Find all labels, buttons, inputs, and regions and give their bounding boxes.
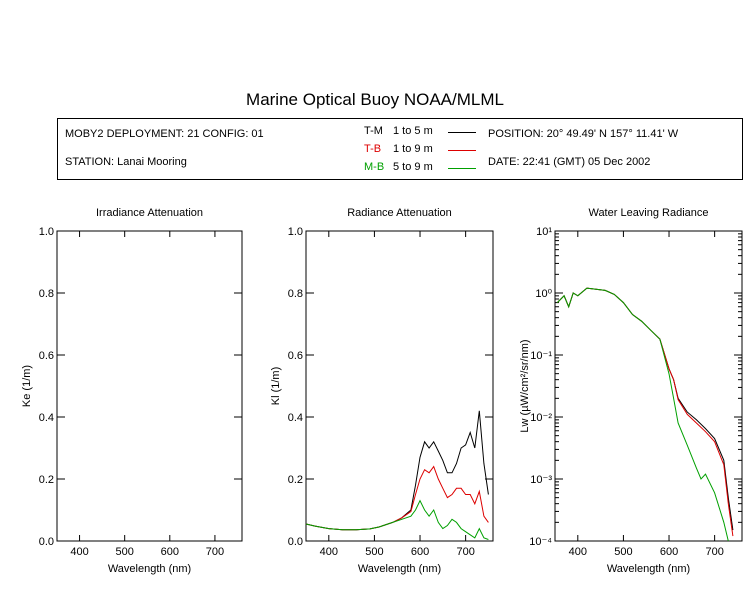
legend-line-tb [448,150,476,151]
y-tick-label-0-3: 0.6 [39,350,54,362]
date-text: DATE: 22:41 (GMT) 05 Dec 2002 [488,156,651,168]
y-tick-label-1-2: 0.4 [288,412,303,424]
legend-label-tb: T-B [364,143,382,155]
y-tick-label-2-4: 10⁻³ [530,474,552,486]
y-axis-label-0: Ke (1/m) [21,365,33,407]
x-axis-label-2: Wavelength (nm) [607,563,690,575]
legend-line-tm [448,132,476,133]
chart-title-1: Radiance Attenuation [347,207,452,219]
y-tick-label-0-0: 0.0 [39,536,54,548]
y-tick-label-0-4: 0.8 [39,288,54,300]
page-title: Marine Optical Buoy NOAA/MLML [246,90,504,109]
x-tick-label-0-1: 500 [116,546,134,558]
x-tick-label-0-0: 400 [70,546,88,558]
y-tick-label-0-5: 1.0 [39,226,54,238]
y-tick-label-1-1: 0.2 [288,474,303,486]
x-tick-label-1-1: 500 [365,546,383,558]
legend-label-tm: T-M [364,125,383,137]
x-axis-label-0: Wavelength (nm) [108,563,191,575]
series-line-1-2 [305,499,489,540]
y-tick-label-1-0: 0.0 [288,536,303,548]
x-tick-label-0-3: 700 [206,546,224,558]
chart-title-0: Irradiance Attenuation [96,207,203,219]
y-axis-label-2: Lw (µW/cm²/sr/nm) [519,339,531,432]
y-axis-label-1: Kl (1/m) [270,367,282,406]
x-tick-label-0-2: 600 [161,546,179,558]
info-box: MOBY2 DEPLOYMENT: 21 CONFIG: 01 STATION:… [57,118,743,180]
y-tick-label-2-0: 10¹ [536,226,552,238]
y-tick-label-2-2: 10⁻¹ [530,350,552,362]
y-tick-label-1-5: 1.0 [288,226,303,238]
legend-range-tb: 1 to 9 m [393,143,433,155]
station-text: STATION: Lanai Mooring [65,156,187,168]
legend-range-mb: 5 to 9 m [393,161,433,173]
x-tick-label-1-0: 400 [320,546,338,558]
x-tick-label-2-2: 600 [660,546,678,558]
y-tick-label-2-5: 10⁻⁴ [529,536,552,548]
chart-title-2: Water Leaving Radiance [588,207,708,219]
series-line-2-2 [556,287,729,542]
x-tick-label-2-1: 500 [614,546,632,558]
y-tick-label-1-4: 0.8 [288,288,303,300]
x-tick-label-1-3: 700 [456,546,474,558]
series-line-1-0 [305,410,489,531]
legend-line-mb [448,168,476,169]
legend-label-mb: M-B [364,161,385,173]
x-axis-label-1: Wavelength (nm) [358,563,441,575]
y-tick-label-0-1: 0.2 [39,474,54,486]
y-tick-label-0-2: 0.4 [39,412,54,424]
y-tick-label-2-1: 10⁰ [535,288,552,300]
plot-frame-2 [554,230,743,542]
legend-range-tm: 1 to 5 m [393,125,433,137]
deployment-text: MOBY2 DEPLOYMENT: 21 CONFIG: 01 [65,128,264,140]
plot-frame-0 [56,230,243,542]
x-tick-label-2-3: 700 [705,546,723,558]
position-text: POSITION: 20° 49.49' N 157° 11.41' W [488,128,679,140]
plot-frame-1 [305,230,494,542]
series-line-1-1 [305,465,489,531]
y-tick-label-1-3: 0.6 [288,350,303,362]
x-tick-label-2-0: 400 [569,546,587,558]
y-tick-label-2-3: 10⁻² [530,412,552,424]
x-tick-label-1-2: 600 [411,546,429,558]
